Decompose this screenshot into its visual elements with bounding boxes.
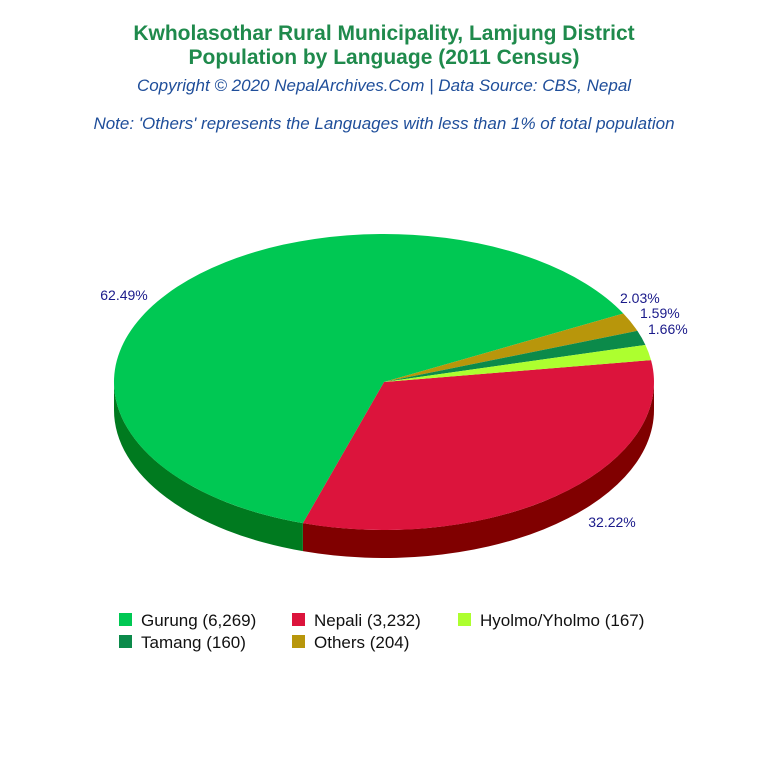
chart-title-line1: Kwholasothar Rural Municipality, Lamjung… (133, 22, 635, 45)
legend-swatch (119, 613, 132, 626)
chart-note: Note: 'Others' represents the Languages … (93, 114, 675, 133)
legend-label: Others (204) (314, 633, 409, 652)
legend-swatch (292, 613, 305, 626)
pie-side-gurung (114, 382, 303, 552)
legend-label: Nepali (3,232) (314, 611, 421, 630)
pie-sides (114, 382, 654, 558)
legend-label: Tamang (160) (141, 633, 246, 652)
pie-slice-hyolmo-yholmo (384, 344, 652, 382)
pie-slice-gurung (113, 233, 624, 524)
legend-swatch (292, 635, 305, 648)
legend: Gurung (6,269) Nepali (3,232) Hyolmo/Yholm… (119, 611, 644, 652)
legend-label: Gurung (6,269) (141, 611, 256, 630)
percent-label-hyolmo-yholmo: 1.66% (648, 321, 688, 337)
legend-label: Hyolmo/Yholmo (167) (480, 611, 644, 630)
legend-item-nepali: Nepali (3,232) (292, 611, 421, 630)
legend-item-gurung: Gurung (6,269) (119, 611, 256, 630)
chart-title-line2: Population by Language (2011 Census) (188, 46, 580, 69)
pie-slice-others (384, 313, 638, 382)
legend-item-hyolmo-yholmo: Hyolmo/Yholmo (167) (458, 611, 644, 630)
pie-slice-tamang (384, 330, 646, 382)
pie-side-nepali (302, 382, 654, 558)
legend-item-tamang: Tamang (160) (119, 633, 246, 652)
pie-slice-nepali (302, 360, 654, 530)
pie-slices (113, 233, 654, 530)
percent-label-gurung: 62.49% (100, 287, 147, 303)
pie-percent-labels: 62.49% 32.22% 1.66%1.59%2.03% (100, 287, 687, 530)
legend-item-others: Others (204) (292, 633, 409, 652)
percent-label-tamang: 1.59% (640, 305, 680, 321)
legend-swatch (119, 635, 132, 648)
percent-label-others: 2.03% (620, 290, 660, 306)
percent-label-nepali: 32.22% (588, 514, 635, 530)
legend-swatch (458, 613, 471, 626)
chart-subtitle: Copyright © 2020 NepalArchives.Com | Dat… (136, 76, 632, 95)
